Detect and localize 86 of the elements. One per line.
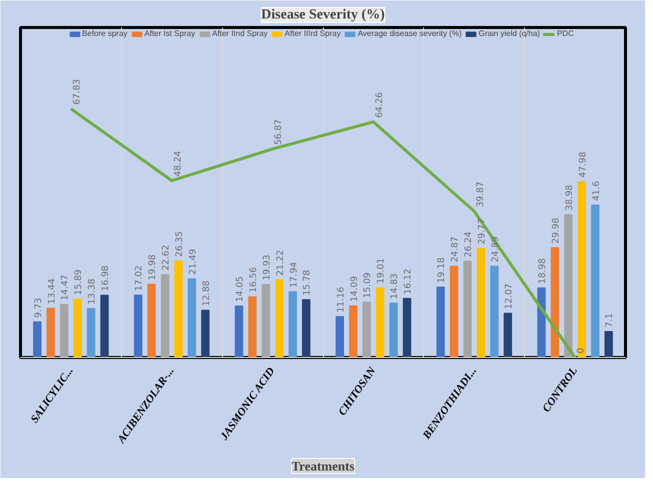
bar (349, 305, 358, 358)
legend-label: After Ist Spray (144, 29, 196, 38)
bar (174, 260, 183, 358)
data-label: 41.6 (592, 180, 602, 201)
data-label: 19.01 (376, 258, 387, 284)
data-label: 16.98 (101, 265, 112, 292)
data-label: 29.77 (477, 218, 488, 244)
data-label: 15.78 (302, 270, 313, 296)
data-label: 22.62 (162, 244, 172, 271)
bar (591, 204, 600, 358)
bar (201, 310, 210, 358)
bar (362, 302, 371, 358)
data-label: 67.83 (72, 79, 82, 105)
bar (376, 287, 384, 358)
bar (389, 302, 398, 358)
data-label: 24.89 (490, 236, 501, 262)
data-label: 19.98 (148, 254, 158, 280)
bar (134, 294, 142, 358)
data-label: 7.1 (605, 313, 616, 328)
bar (450, 266, 458, 358)
data-label: 56.87 (274, 119, 284, 145)
data-label: 15.89 (74, 269, 84, 296)
bar (476, 248, 486, 358)
data-label: 48.24 (173, 150, 184, 177)
x-axis-title: Treatments (291, 458, 355, 474)
data-label: 17.02 (134, 265, 145, 292)
bar (86, 308, 96, 358)
bar (604, 330, 613, 358)
data-label: 14.05 (235, 276, 246, 302)
legend-label: PDC (556, 29, 575, 38)
data-label: 16.12 (404, 268, 414, 294)
bar (160, 274, 170, 358)
bar (302, 299, 310, 358)
data-label: 14.09 (350, 276, 360, 302)
data-label: 14.83 (390, 273, 400, 300)
bar (147, 284, 156, 358)
bar (60, 304, 68, 358)
data-label: 47.98 (578, 152, 588, 178)
legend-label: After IInd Spray (212, 29, 268, 38)
data-label: 38.98 (564, 184, 575, 211)
data-label: 13.38 (88, 278, 98, 304)
data-label: 14.47 (60, 274, 71, 300)
bar (262, 284, 270, 358)
data-label: 17.94 (289, 262, 300, 288)
bar (564, 214, 573, 358)
data-label: 15.09 (363, 272, 374, 298)
data-label: 21.22 (276, 250, 286, 276)
bar (463, 260, 472, 358)
bar (402, 298, 412, 358)
data-label: 29.98 (551, 218, 562, 244)
bar (248, 296, 257, 358)
data-label: 24.87 (450, 236, 461, 262)
data-label: 13.44 (47, 278, 58, 304)
data-label: 64.26 (374, 92, 385, 118)
bar (46, 308, 55, 358)
bar (550, 247, 560, 358)
legend-label: Average disease severity (%) (358, 29, 462, 38)
data-label: 0 (576, 348, 587, 354)
data-label: 12.88 (202, 280, 212, 306)
data-label: 19.93 (262, 254, 272, 280)
data-label: 18.98 (538, 258, 548, 284)
bar (188, 278, 196, 358)
bar (436, 286, 445, 358)
bar (504, 312, 512, 358)
data-label: 21.49 (188, 248, 198, 275)
data-label: 26.24 (464, 231, 474, 258)
bar (100, 294, 109, 358)
bar (288, 291, 297, 358)
data-label: 16.56 (248, 266, 259, 293)
bar (73, 298, 82, 358)
legend-label: Before spray (82, 29, 128, 38)
bar (336, 316, 344, 358)
data-label: 9.73 (34, 298, 44, 318)
bar (578, 181, 586, 358)
legend-label: After IIIrd Spray (284, 29, 341, 38)
data-label: 39.87 (476, 182, 486, 208)
data-label: 12.07 (504, 283, 514, 310)
bar (490, 266, 499, 358)
data-label: 26.35 (174, 231, 185, 257)
data-label: 19.18 (437, 257, 448, 284)
bar (234, 305, 244, 358)
legend-label: Grain yield (q/ha) (478, 29, 540, 38)
bar (275, 279, 284, 358)
data-label: 11.16 (336, 286, 346, 313)
chart-title: Disease Severity (%) (261, 8, 386, 22)
bar (33, 321, 42, 358)
